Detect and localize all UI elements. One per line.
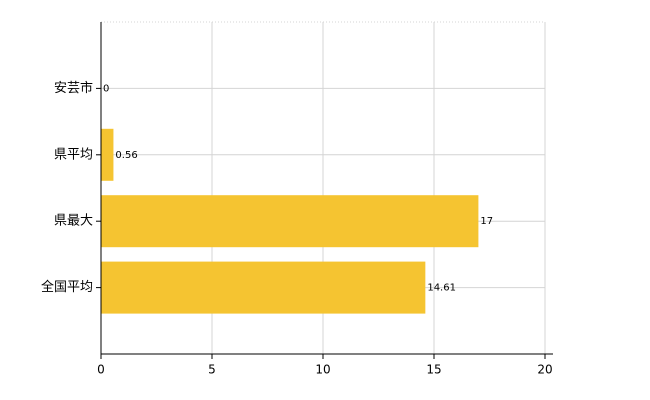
- value-label: 17: [480, 216, 493, 227]
- y-tick-label: 全国平均: [41, 279, 93, 295]
- y-tick-label: 県最大: [54, 214, 93, 229]
- bar: [101, 128, 114, 181]
- x-tick-label: 15: [426, 363, 441, 377]
- bar: [101, 195, 479, 248]
- x-tick-label: 5: [208, 363, 216, 377]
- value-label: 14.61: [427, 283, 456, 294]
- value-label: 0.56: [115, 150, 137, 161]
- x-tick-label: 0: [97, 363, 105, 377]
- x-tick-label: 20: [537, 363, 552, 377]
- y-tick-label: 安芸市: [54, 80, 93, 96]
- bar: [101, 261, 426, 314]
- value-label: 0: [103, 83, 109, 94]
- y-tick-label: 県平均: [54, 147, 93, 162]
- x-tick-label: 10: [315, 363, 330, 377]
